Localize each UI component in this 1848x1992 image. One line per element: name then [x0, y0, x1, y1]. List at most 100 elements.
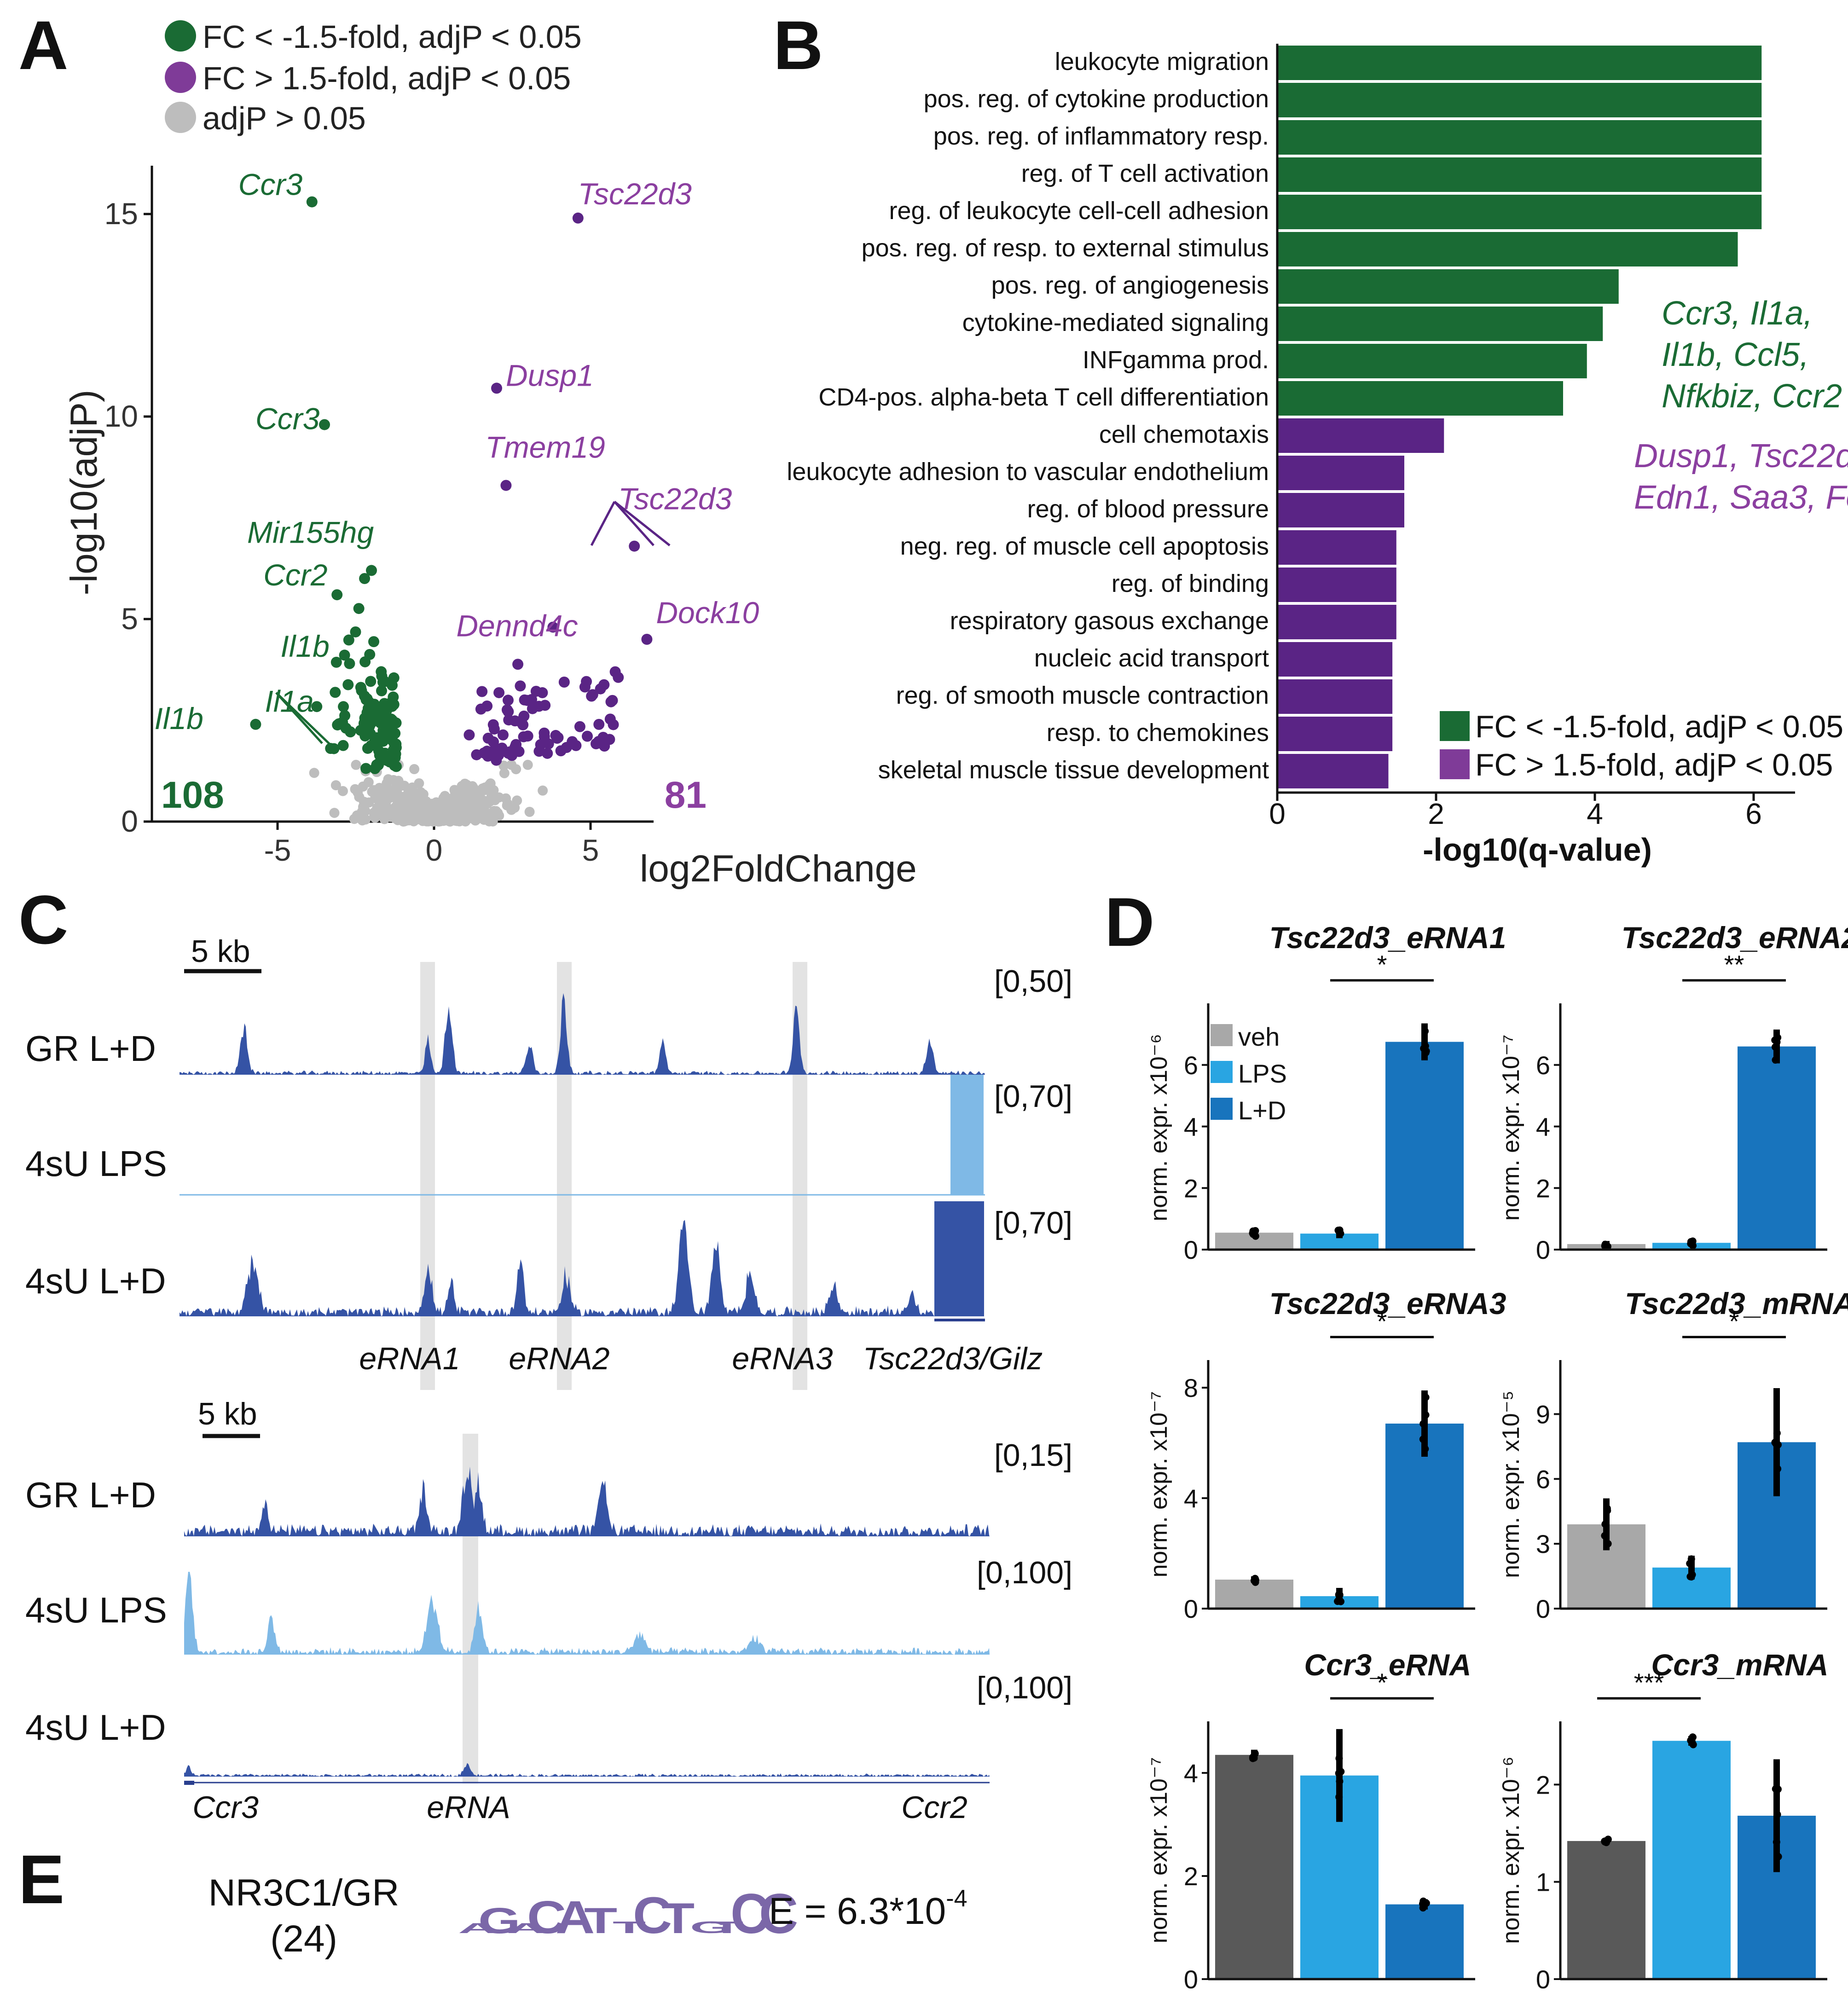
volcano-point-ns: [383, 774, 394, 785]
panel-letter-e: E: [18, 1841, 64, 1918]
go-term-label: cell chemotaxis: [1099, 421, 1269, 448]
volcano-point-down: [359, 730, 371, 742]
expression-bar-chart: Ccr3_eRNA norm. expr. x10⁻⁷ 0 2 4 *: [1146, 1648, 1475, 1992]
replicate-dot: [1601, 1240, 1609, 1248]
replicate-dot: [1419, 1436, 1427, 1443]
volcano-labels: Ccr3 Ccr3 Tsc22d3 Dusp1 Tmem19 Tsc22d3 Mir155h…: [154, 168, 759, 749]
panel-letter-c: C: [18, 881, 68, 958]
significance-label: *: [1377, 950, 1387, 979]
bar-chart-title: Tsc22d3_mRNA: [1625, 1286, 1848, 1320]
bar-chart-y-tick-label: 0: [1184, 1965, 1198, 1992]
bar-ld: [1385, 1904, 1464, 1979]
bar-chart-y-tick-label: 6: [1536, 1051, 1550, 1080]
legend-d-label-ld: L+D: [1238, 1096, 1286, 1125]
motif-letter: T: [613, 1918, 646, 1937]
volcano-point-down: [358, 718, 370, 729]
track-range-ld-upper: [0,70]: [994, 1205, 1072, 1240]
bar-chart-y-label: norm. expr. x10⁻⁶: [1498, 1756, 1524, 1944]
replicate-dot: [1336, 1778, 1344, 1785]
volcano-point-up: [526, 694, 538, 705]
volcano-point-up: [503, 714, 515, 726]
volcano-point-ns: [524, 806, 535, 817]
volcano-point-down: [371, 732, 382, 743]
go-term-label: INFgamma prod.: [1083, 346, 1269, 374]
volcano-point-up: [607, 695, 618, 706]
volcano-point-ns: [511, 764, 521, 775]
volcano-gene-label: Tsc22d3: [618, 482, 732, 516]
go-bar: [1277, 120, 1762, 155]
track-ld-lower: [184, 1763, 990, 1777]
bar-chart-y-tick-label: 9: [1536, 1400, 1550, 1429]
volcano-point-ns: [382, 792, 393, 803]
volcano-point-ns: [337, 786, 348, 796]
volcano-x-tick-label: -5: [264, 833, 291, 867]
volcano-point-up: [558, 677, 570, 688]
bar-chart-y-tick-label: 0: [1536, 1965, 1550, 1992]
go-bar: [1277, 344, 1587, 378]
region-label-erna3: eRNA3: [732, 1341, 833, 1376]
volcano-point-labeled: [500, 480, 512, 491]
expression-bar-chart: Ccr3_mRNA norm. expr. x10⁻⁶ 0 1 2 ***: [1498, 1648, 1829, 1992]
highlight-erna1: [420, 962, 435, 1390]
replicate-dot: [1772, 1785, 1779, 1793]
volcano-label-connector: [614, 501, 655, 546]
go-term-label: pos. reg. of angiogenesis: [991, 272, 1269, 299]
go-term-label: reg. of binding: [1112, 570, 1269, 597]
panel-letter-b: B: [773, 6, 823, 84]
replicate-dot: [1334, 1598, 1342, 1605]
bar-chart-y-tick-label: 0: [1536, 1594, 1550, 1623]
volcano-point-labeled: [250, 718, 261, 730]
go-gene-line-up-2: Edn1, Saa3, Fos: [1634, 479, 1848, 516]
volcano-point-ns: [400, 804, 411, 815]
panel-a: A FC < -1.5-fold, adjP < 0.05 FC > 1.5-f…: [18, 6, 917, 890]
bar-chart-title: Tsc22d3_eRNA3: [1269, 1286, 1506, 1320]
panel-a-legend: FC < -1.5-fold, adjP < 0.05 FC > 1.5-fol…: [165, 19, 582, 136]
volcano-point-down: [343, 634, 354, 646]
go-bar: [1277, 605, 1396, 639]
expression-bar-chart: Tsc22d3_eRNA2 norm. expr. x10⁻⁷ 0 2 4 6 **: [1498, 921, 1848, 1264]
volcano-label-connector: [590, 501, 616, 546]
volcano-point-ns: [502, 799, 513, 809]
motif-letter: A: [458, 1920, 497, 1936]
motif-letter: T: [710, 1918, 743, 1937]
volcano-gene-label: Dusp1: [506, 358, 594, 392]
volcano-point-down: [381, 719, 392, 731]
volcano-point-ns: [353, 787, 363, 798]
go-term-label: neg. reg. of muscle cell apoptosis: [900, 533, 1269, 560]
count-down: 108: [161, 774, 224, 816]
replicate-dot: [1773, 1838, 1780, 1846]
legend-d-swatch-lps: [1211, 1061, 1233, 1083]
bar-chart-y-tick-label: 1: [1536, 1868, 1550, 1897]
volcano-point-down: [379, 747, 391, 759]
go-term-label: nucleic acid transport: [1034, 644, 1269, 672]
volcano-point-down: [337, 740, 349, 751]
volcano-point-up: [581, 730, 593, 742]
volcano-point-up: [482, 732, 494, 744]
replicate-dot: [1336, 1591, 1344, 1599]
motif-letter: C: [759, 1882, 798, 1945]
volcano-point-ns: [309, 768, 319, 778]
volcano-x-tick-label: 5: [582, 833, 599, 867]
legend-d-swatch-ld: [1211, 1098, 1233, 1120]
volcano-point-up: [497, 729, 509, 741]
volcano-gene-label: Ccr3: [255, 402, 320, 436]
track-range-lps-lower: [0,100]: [977, 1555, 1072, 1590]
replicate-dot: [1250, 1754, 1258, 1762]
volcano-point-ns: [487, 816, 498, 827]
volcano-point-ns: [538, 785, 548, 796]
volcano-point-up: [514, 716, 526, 727]
track-label-gr-lower: GR L+D: [25, 1475, 156, 1515]
volcano-gene-label: Tsc22d3: [578, 177, 692, 211]
volcano-point-ns: [499, 768, 510, 778]
track-label-lps-lower: 4sU LPS: [25, 1590, 167, 1630]
track-gr-upper: [180, 993, 985, 1075]
go-legend-swatch-up: [1440, 749, 1470, 779]
volcano-point-down: [388, 747, 400, 759]
go-term-label: reg. of smooth muscle contraction: [896, 682, 1269, 709]
volcano-point-up: [493, 687, 505, 698]
volcano-point-ns: [357, 815, 368, 826]
bar-chart-y-label: norm. expr. x10⁻⁷: [1498, 1035, 1524, 1221]
volcano-point-down: [376, 666, 387, 678]
